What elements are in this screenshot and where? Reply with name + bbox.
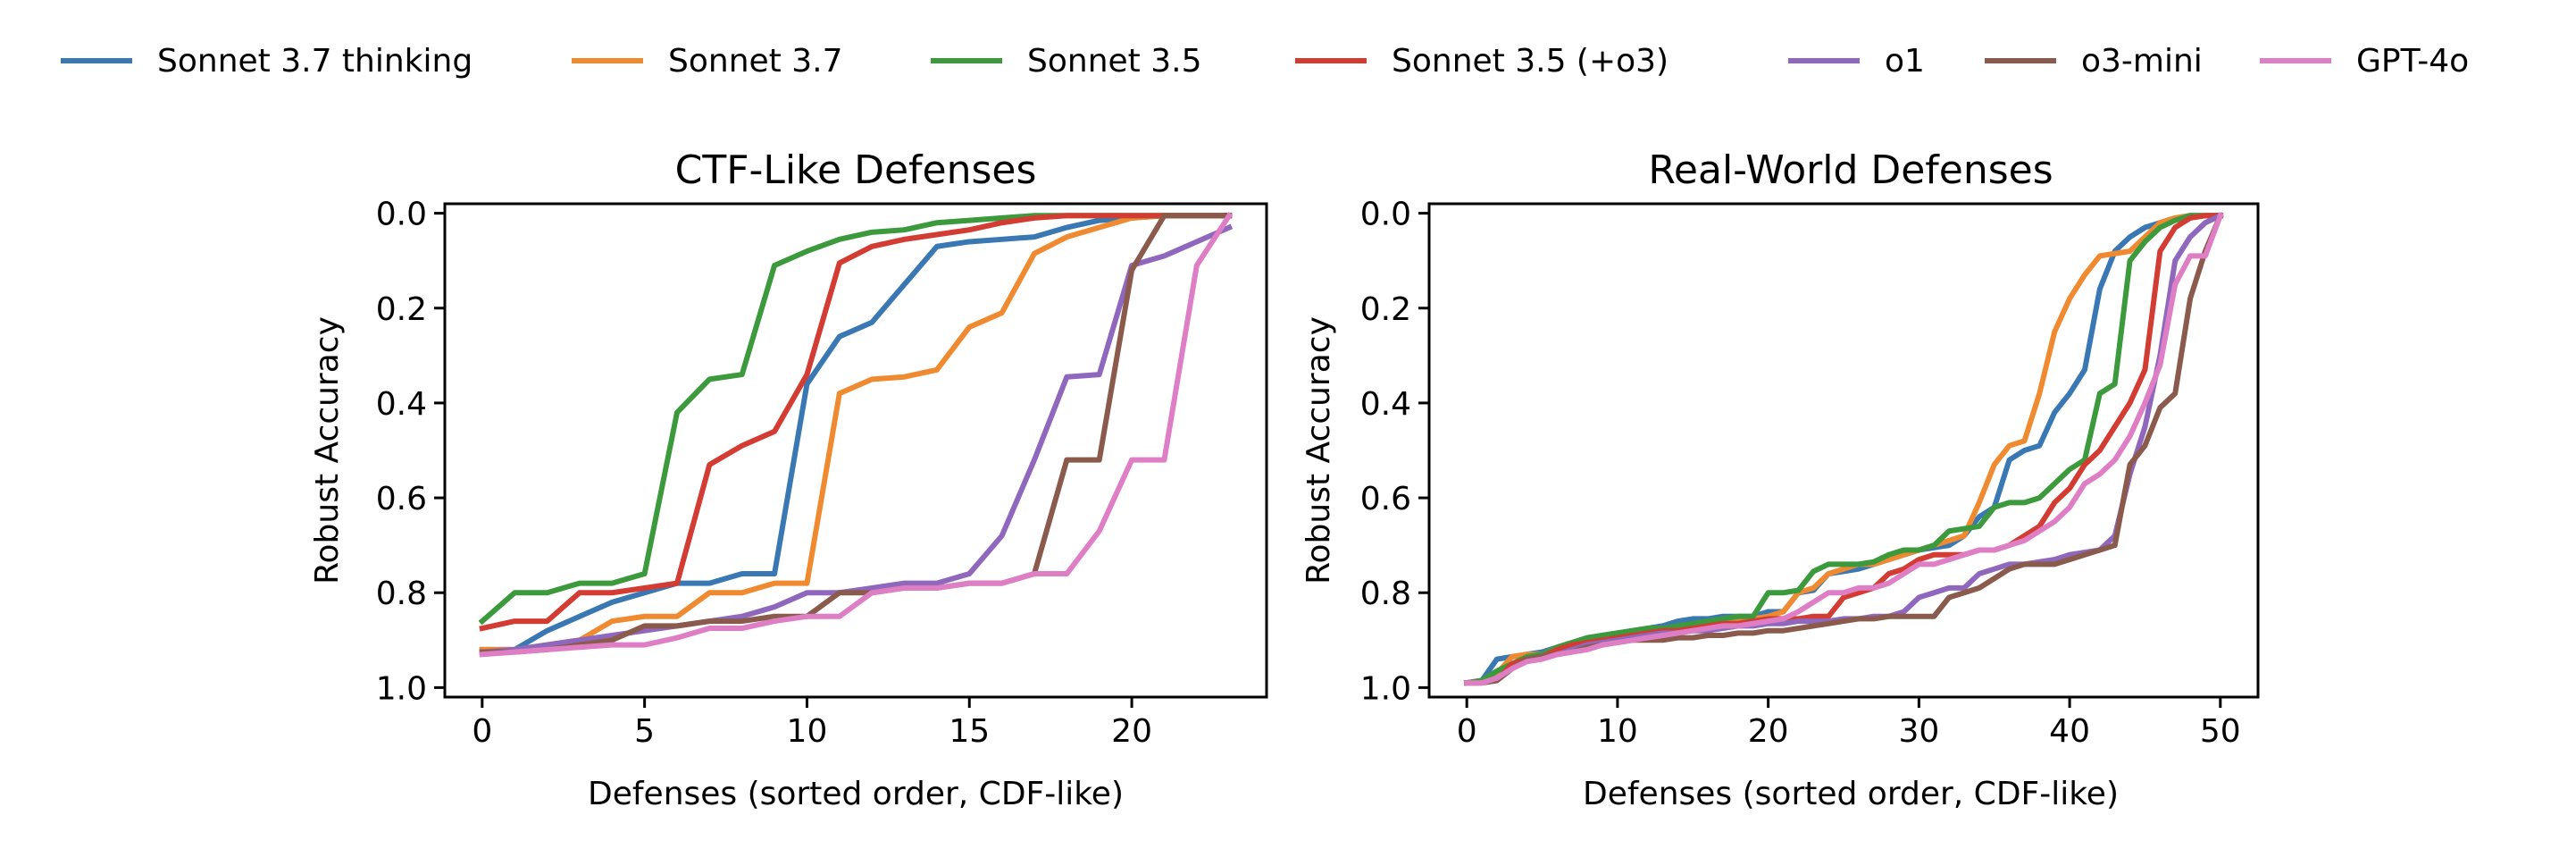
series-line-sonnet-3-7: [479, 213, 1233, 652]
x-tick-label: 15: [949, 713, 990, 750]
legend-item-o3-mini: o3-mini: [1985, 34, 2203, 88]
series-line-gpt-4o: [1464, 212, 2224, 686]
legend-label: Sonnet 3.5 (+o3): [1392, 42, 1669, 80]
y-tick-label: 0.0: [1360, 197, 1411, 233]
legend-label: Sonnet 3.7 thinking: [157, 42, 473, 80]
y-tick-label: 0.2: [1360, 291, 1411, 328]
y-tick-label: 0.8: [1360, 576, 1411, 612]
series-line-sonnet-3-5-o3: [1464, 213, 2223, 686]
series-line-o1: [479, 223, 1234, 655]
legend: Sonnet 3.7 thinking Sonnet 3.7 Sonnet 3.5 S…: [0, 34, 2576, 88]
plot-frame: [1427, 202, 2260, 699]
legend-swatch: [61, 58, 132, 63]
series-line-o1: [1464, 212, 2224, 686]
legend-swatch: [931, 58, 1002, 63]
legend-label: o3-mini: [2081, 42, 2203, 80]
y-tick-label: 0.8: [376, 576, 427, 612]
series-line-sonnet-3-5-o3: [479, 213, 1233, 632]
x-tick-label: 0: [1457, 713, 1477, 750]
series-line-sonnet-3-7: [1463, 213, 2223, 686]
x-tick-label: 20: [1111, 713, 1152, 750]
series-line-o3-mini: [479, 213, 1233, 655]
series-line-sonnet-3-5: [478, 213, 1233, 626]
legend-item-gpt-4o: GPT-4o: [2260, 34, 2469, 88]
x-tick-label: 10: [787, 713, 828, 750]
x-tick-label: 50: [2200, 713, 2241, 750]
legend-swatch: [2260, 58, 2331, 63]
legend-label: GPT-4o: [2356, 42, 2470, 80]
x-tick-label: 10: [1597, 713, 1638, 750]
y-axis-label: Robust Accuracy: [309, 316, 346, 584]
series-line-sonnet-3-7-thinking: [1463, 213, 2223, 686]
legend-item-sonnet-3-5: Sonnet 3.5: [931, 34, 1201, 88]
y-tick-label: 0.4: [376, 386, 427, 423]
y-tick-label: 0.2: [376, 291, 427, 328]
legend-item-sonnet-3-5-o3: Sonnet 3.5 (+o3): [1295, 34, 1669, 88]
legend-swatch: [1985, 58, 2056, 63]
y-tick-label: 0.4: [1360, 386, 1411, 423]
legend-item-sonnet-3-7: Sonnet 3.7: [572, 34, 842, 88]
x-tick-label: 30: [1898, 713, 1939, 750]
series-line-sonnet-3-7-thinking: [479, 213, 1233, 652]
x-axis-label: Defenses (sorted order, CDF-like): [588, 776, 1124, 812]
y-tick-label: 0.6: [376, 481, 427, 517]
y-tick-label: 0.6: [1360, 481, 1411, 517]
chart-title: Real-World Defenses: [1648, 147, 2053, 193]
series-line-gpt-4o: [479, 212, 1234, 658]
legend-label: Sonnet 3.7: [668, 42, 843, 80]
legend-swatch: [572, 58, 643, 63]
legend-label: o1: [1885, 42, 1925, 80]
legend-label: Sonnet 3.5: [1027, 42, 1202, 80]
plot-frame: [443, 202, 1268, 699]
chart-title: CTF-Like Defenses: [675, 147, 1037, 193]
legend-swatch: [1295, 58, 1367, 63]
y-tick-label: 1.0: [1360, 670, 1411, 707]
y-tick-label: 0.0: [376, 197, 427, 233]
legend-item-o1: o1: [1788, 34, 1925, 88]
chart-real-world-defenses: Real-World Defenses Defenses (sorted ord…: [1301, 147, 2260, 812]
series-line-o3-mini: [1464, 212, 2224, 686]
x-tick-label: 0: [472, 713, 492, 750]
series-line-sonnet-3-5: [1463, 213, 2223, 686]
x-tick-label: 5: [634, 713, 655, 750]
x-axis-label: Defenses (sorted order, CDF-like): [1583, 776, 2119, 812]
y-tick-label: 1.0: [376, 670, 427, 707]
x-tick-label: 20: [1748, 713, 1789, 750]
chart-ctf-like-defenses: CTF-Like Defenses Defenses (sorted order…: [309, 147, 1268, 812]
x-tick-label: 40: [2049, 713, 2090, 750]
legend-item-sonnet-3-7-thinking: Sonnet 3.7 thinking: [61, 34, 473, 88]
y-axis-label: Robust Accuracy: [1301, 316, 1337, 584]
legend-swatch: [1788, 58, 1860, 63]
